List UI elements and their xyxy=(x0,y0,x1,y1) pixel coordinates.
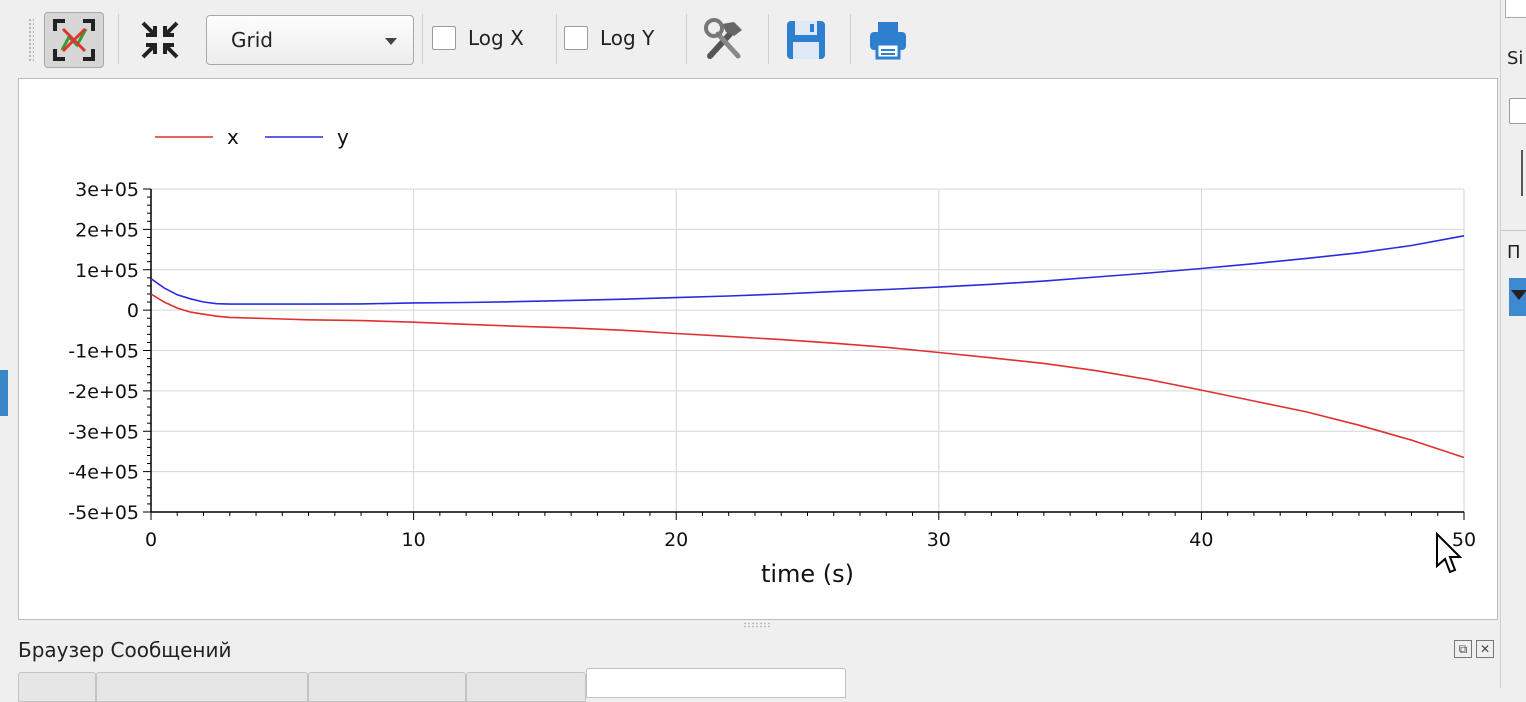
y-tick-label: 3e+05 xyxy=(75,179,139,201)
toolbar-grip[interactable] xyxy=(28,18,34,62)
setup-button[interactable] xyxy=(694,12,754,68)
toolbar-separator xyxy=(768,14,769,64)
right-side-panel: Si П xyxy=(1500,0,1526,688)
message-browser-title: Браузер Сообщений xyxy=(18,638,232,662)
grid-select-value: Grid xyxy=(231,28,273,52)
legend-label-x: x xyxy=(227,125,239,149)
auto-scale-button[interactable] xyxy=(130,12,190,68)
left-selection-marker xyxy=(0,370,8,416)
fit-in-view-icon xyxy=(53,19,95,61)
right-panel-label-p: П xyxy=(1507,242,1521,263)
message-tab[interactable] xyxy=(466,672,586,702)
right-panel-checkbox[interactable] xyxy=(1509,98,1526,124)
splitter-handle[interactable] xyxy=(743,622,771,628)
tree-expand-icon[interactable] xyxy=(1511,290,1526,300)
x-tick-label: 10 xyxy=(402,529,426,551)
x-tick-label: 50 xyxy=(1452,529,1476,551)
print-button[interactable] xyxy=(858,12,918,68)
plot-toolbar: Grid Log X Log Y xyxy=(0,0,1500,78)
right-panel-input[interactable] xyxy=(1505,0,1526,18)
message-browser-header: Браузер Сообщений ⧉ ✕ xyxy=(18,628,1498,688)
message-tab[interactable] xyxy=(308,672,466,702)
tools-icon xyxy=(704,18,742,59)
y-tick-label: 0 xyxy=(127,300,139,322)
message-tab-selected[interactable] xyxy=(586,668,846,698)
x-tick-label: 20 xyxy=(664,529,688,551)
log-x-label[interactable]: Log X xyxy=(468,26,524,50)
plot-panel[interactable]: 3e+05 2e+05 1e+05 0 -1e+05 -2e+05 -3e+05 -4e+05… xyxy=(18,78,1498,620)
fit-in-view-button[interactable] xyxy=(44,12,104,68)
float-icon[interactable]: ⧉ xyxy=(1454,640,1472,658)
line-chart[interactable]: 3e+05 2e+05 1e+05 0 -1e+05 -2e+05 -3e+05 -4e+05… xyxy=(19,79,1497,619)
log-y-label[interactable]: Log Y xyxy=(600,26,655,50)
series-line-y xyxy=(150,235,1465,305)
floppy-disk-icon xyxy=(787,21,825,59)
y-tick-label: -5e+05 xyxy=(68,502,139,524)
left-window-edge xyxy=(0,0,14,688)
y-tick-label: -3e+05 xyxy=(68,421,139,443)
right-panel-divider xyxy=(1521,150,1523,196)
log-x-checkbox[interactable] xyxy=(432,26,456,50)
log-y-checkbox[interactable] xyxy=(564,26,588,50)
y-tick-label: -4e+05 xyxy=(68,462,139,484)
message-tab[interactable] xyxy=(18,672,96,702)
auto-scale-icon xyxy=(141,21,179,59)
x-tick-label: 40 xyxy=(1189,529,1213,551)
toolbar-separator xyxy=(556,14,557,64)
right-panel-label-si: Si xyxy=(1507,48,1524,69)
y-tick-label: -2e+05 xyxy=(68,381,139,403)
printer-icon xyxy=(870,22,906,60)
x-tick-label: 30 xyxy=(927,529,951,551)
x-tick-label: 0 xyxy=(145,529,157,551)
toolbar-separator xyxy=(118,14,119,64)
save-button[interactable] xyxy=(776,12,836,68)
series-line-x xyxy=(150,293,1465,459)
x-axis-label: time (s) xyxy=(761,560,854,588)
toolbar-separator xyxy=(422,14,423,64)
toolbar-separator xyxy=(686,14,687,64)
right-panel-rule xyxy=(1501,230,1526,231)
message-tab[interactable] xyxy=(96,672,308,702)
legend-label-y: y xyxy=(337,125,349,149)
toolbar-separator xyxy=(850,14,851,64)
close-icon[interactable]: ✕ xyxy=(1476,640,1494,658)
y-tick-label: 1e+05 xyxy=(75,260,139,282)
y-tick-label: 2e+05 xyxy=(75,219,139,241)
dock-controls: ⧉ ✕ xyxy=(1454,640,1494,658)
mouse-cursor-icon xyxy=(1436,532,1462,574)
chevron-down-icon xyxy=(385,38,397,45)
grid-select[interactable]: Grid xyxy=(206,15,414,65)
y-tick-label: -1e+05 xyxy=(68,341,139,363)
